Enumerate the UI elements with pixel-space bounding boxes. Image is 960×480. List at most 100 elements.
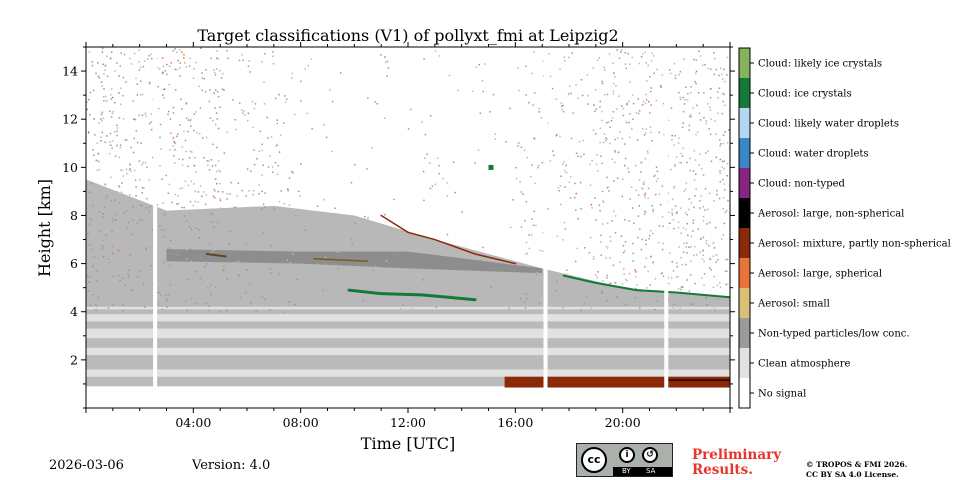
speckle-pixel (526, 297, 528, 300)
speckle-pixel (270, 282, 273, 284)
data-gap (664, 47, 669, 408)
speckle-pixel (119, 201, 121, 204)
speckle-pixel (226, 57, 229, 60)
speckle-pixel (577, 155, 579, 158)
speckle-pixel (706, 223, 708, 225)
speckle-pixel (655, 166, 658, 168)
speckle-pixel (159, 216, 161, 219)
speckle-pixel (720, 143, 722, 145)
speckle-pixel (645, 93, 647, 96)
speckle-pixel (208, 100, 211, 103)
speckle-pixel (628, 171, 630, 173)
speckle-pixel (168, 247, 171, 249)
speckle-pixel (103, 88, 105, 90)
speckle-pixel (423, 58, 425, 60)
speckle-pixel (555, 98, 558, 100)
speckle-pixel (237, 260, 239, 263)
speckle-pixel (219, 106, 221, 109)
speckle-pixel (140, 240, 143, 243)
speckle-pixel (446, 195, 449, 197)
speckle-pixel (600, 234, 602, 237)
speckle-pixel (601, 292, 604, 294)
speckle-pixel (264, 298, 266, 301)
speckle-pixel (96, 306, 98, 308)
speckle-pixel (679, 96, 681, 99)
speckle-pixel (97, 204, 100, 206)
speckle-pixel (187, 165, 189, 168)
speckle-pixel (602, 141, 605, 144)
speckle-pixel (707, 244, 710, 247)
speckle-pixel (686, 161, 688, 164)
speckle-pixel (707, 150, 709, 152)
speckle-pixel (410, 108, 412, 111)
speckle-pixel (96, 142, 99, 144)
speckle-pixel (693, 150, 696, 152)
speckle-pixel (639, 290, 642, 293)
speckle-pixel (581, 94, 584, 97)
speckle-pixel (722, 207, 725, 210)
license-strip: BY SA (613, 467, 672, 476)
speckle-pixel (206, 268, 208, 270)
speckle-pixel (261, 190, 263, 193)
speckle-pixel (583, 303, 586, 305)
speckle-pixel (676, 306, 678, 308)
speckle-pixel (722, 78, 724, 80)
speckle-pixel (618, 57, 621, 59)
speckle-pixel (101, 266, 103, 268)
speckle-pixel (258, 192, 260, 195)
speckle-pixel (102, 239, 104, 242)
speckle-pixel (685, 246, 687, 248)
speckle-pixel (213, 220, 215, 223)
speckle-pixel (129, 57, 131, 60)
speckle-pixel (197, 201, 199, 203)
y-axis-label: Height [km] (35, 179, 54, 277)
speckle-pixel (596, 276, 598, 279)
speckle-pixel (258, 150, 260, 152)
speckle-pixel (682, 110, 685, 113)
y-tick-label: 10 (62, 160, 78, 175)
colorbar-swatch (739, 318, 750, 348)
x-tick-label: 12:00 (390, 415, 426, 430)
speckle-pixel (602, 200, 604, 202)
speckle-pixel (722, 134, 725, 136)
speckle-pixel (709, 88, 712, 90)
speckle-pixel (707, 208, 709, 211)
speckle-pixel (199, 277, 201, 280)
speckle-pixel (181, 164, 184, 166)
speckle-pixel (315, 278, 318, 280)
speckle-pixel (203, 191, 205, 193)
speckle-pixel (674, 165, 676, 167)
speckle-pixel (565, 164, 567, 167)
speckle-pixel (142, 65, 145, 68)
speckle-pixel (150, 53, 152, 55)
speckle-pixel (532, 224, 535, 226)
speckle-pixel (148, 210, 150, 212)
speckle-pixel (479, 259, 481, 261)
speckle-pixel (125, 168, 128, 171)
speckle-pixel (659, 85, 662, 87)
speckle-pixel (587, 103, 589, 105)
speckle-pixel (173, 216, 176, 219)
speckle-pixel (116, 301, 119, 303)
speckle-pixel (430, 242, 432, 244)
speckle-pixel (629, 81, 631, 83)
speckle-pixel (654, 308, 656, 311)
speckle-pixel (208, 255, 210, 257)
speckle-pixel (179, 124, 181, 126)
speckle-pixel (170, 301, 173, 303)
speckle-pixel (661, 185, 664, 187)
speckle-pixel (435, 306, 438, 308)
speckle-pixel (515, 166, 517, 169)
speckle-pixel (176, 135, 178, 138)
speckle-pixel (606, 247, 609, 249)
speckle-pixel (722, 142, 725, 145)
speckle-pixel (671, 211, 673, 214)
speckle-pixel (198, 236, 201, 239)
speckle-pixel (270, 277, 273, 279)
legend-label: Clean atmosphere (758, 359, 851, 370)
speckle-pixel (226, 131, 228, 134)
speckle-pixel (609, 126, 611, 129)
speckle-pixel (698, 50, 700, 52)
speckle-pixel (91, 64, 94, 67)
speckle-pixel (723, 222, 726, 225)
